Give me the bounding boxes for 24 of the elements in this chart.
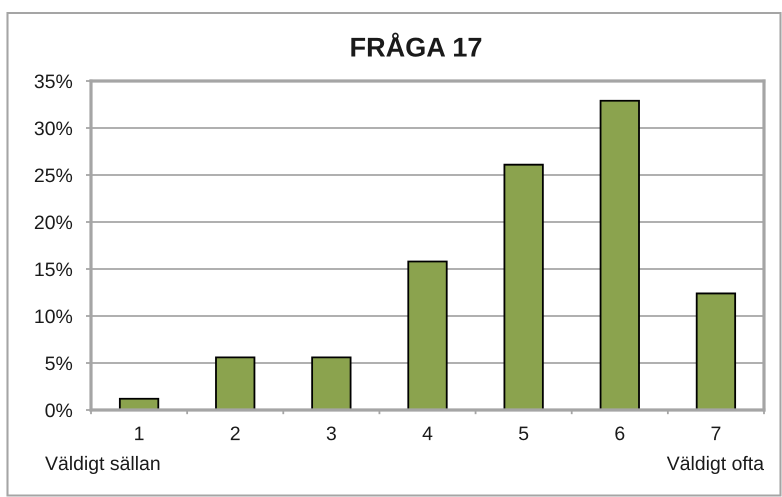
y-tick-label: 30% — [34, 121, 72, 136]
x-tick-label: 1 — [135, 426, 144, 440]
x-tick-label: 3 — [326, 426, 336, 440]
bar — [407, 260, 448, 410]
bar — [504, 164, 544, 410]
x-tick-label: 5 — [519, 426, 528, 440]
y-tick-label: 0% — [45, 403, 72, 418]
y-tick-label: 5% — [45, 356, 72, 370]
bar — [600, 100, 640, 410]
text: Väldigt ofta — [666, 456, 764, 474]
y-tick-label: 20% — [34, 215, 72, 230]
y-tick-label: 35% — [34, 74, 72, 88]
text: Väldigt sällan — [45, 456, 160, 474]
y-tick-label: 10% — [35, 309, 72, 324]
bar — [696, 292, 736, 410]
x-tick-label: 7 — [712, 426, 720, 440]
y-tick-label: 25% — [34, 168, 72, 182]
y-tick-label: 15% — [35, 262, 72, 276]
x-tick-label: 2 — [230, 426, 240, 440]
x-tick-label: 4 — [422, 426, 432, 440]
bar — [311, 356, 352, 410]
chart-title: FRÅGA 17 — [351, 32, 482, 57]
x-tick-label: 6 — [615, 426, 624, 440]
bar — [215, 356, 256, 410]
